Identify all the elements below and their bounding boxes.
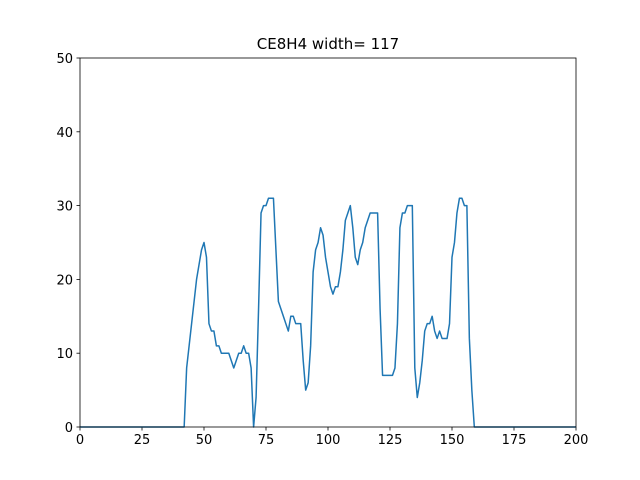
x-tick-label: 200 <box>564 433 589 448</box>
x-tick-label: 50 <box>196 433 213 448</box>
x-tick-label: 125 <box>378 433 403 448</box>
y-tick-label: 20 <box>56 273 73 288</box>
x-tick-label: 175 <box>502 433 527 448</box>
x-tick-label: 75 <box>258 433 275 448</box>
y-tick-label: 50 <box>56 52 73 67</box>
y-tick-label: 0 <box>65 421 73 436</box>
x-tick-label: 100 <box>316 433 341 448</box>
x-tick-label: 25 <box>134 433 151 448</box>
x-tick-label: 150 <box>440 433 465 448</box>
y-tick-label: 10 <box>56 347 73 362</box>
plot-frame <box>79 57 577 428</box>
chart-title: CE8H4 width= 117 <box>257 35 399 53</box>
y-tick-label: 40 <box>56 126 73 141</box>
y-tick-label: 30 <box>56 200 73 215</box>
x-tick-label: 0 <box>76 433 84 448</box>
